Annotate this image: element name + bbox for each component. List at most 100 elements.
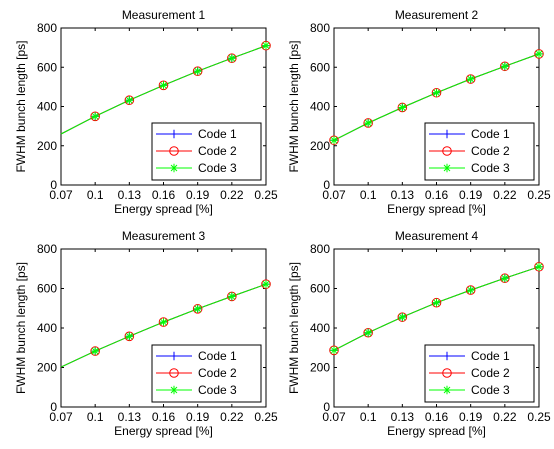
series-3-point [500, 274, 510, 283]
legend-label: Code 3 [198, 383, 237, 397]
legend: Code 1 Code 2 Code 3 [424, 122, 535, 181]
series-2-point [465, 74, 476, 84]
y-axis-label: FWHM bunch length [ps] [287, 40, 301, 172]
y-tick-label: 200 [37, 361, 57, 375]
series-2-point [534, 49, 544, 59]
chart-title: Measurement 2 [395, 8, 479, 22]
legend-marker [169, 368, 179, 378]
series-2-point [227, 53, 237, 64]
x-tick-label: 0.1 [360, 188, 377, 202]
x-tick-label: 0.07 [49, 188, 73, 202]
series-2-point [431, 297, 442, 308]
series-3-point [90, 112, 100, 121]
series-2-point [90, 111, 100, 122]
y-tick-label: 600 [37, 282, 57, 296]
legend-label: Code 1 [198, 127, 237, 141]
legend: Code 1 Code 2 Code 3 [424, 344, 535, 403]
legend-marker [169, 129, 179, 139]
series-3-point [329, 346, 339, 355]
x-tick-label: 0.19 [459, 188, 483, 202]
legend-marker [169, 146, 179, 156]
legend-marker [442, 351, 452, 361]
x-tick-label: 0.25 [527, 410, 551, 424]
legend-marker [442, 146, 452, 156]
legend-label: Code 2 [198, 366, 237, 380]
series-3-point [261, 41, 271, 50]
chart-panel-1: 0.07 0.1 0.13 0.16 0.19 0.22 0.25 0 200 400 600 800… [14, 8, 278, 216]
series-3-point [534, 49, 544, 59]
y-tick-label: 800 [310, 21, 330, 35]
legend-label: Code 3 [471, 161, 510, 175]
legend-label: Code 1 [198, 349, 237, 363]
series-3-point [227, 292, 237, 301]
legend-marker [442, 129, 452, 139]
series-3-point [398, 103, 407, 112]
series-3-point [534, 262, 544, 271]
series-2-point [397, 102, 408, 113]
legend-label: Code 1 [471, 349, 510, 363]
series-2-point [465, 285, 476, 295]
series-2-point [500, 61, 510, 72]
x-tick-label: 0.22 [220, 188, 244, 202]
series-3-point [159, 81, 168, 90]
series-3-point [125, 96, 134, 105]
y-tick-label: 600 [310, 282, 330, 296]
series-2-point [261, 40, 271, 51]
x-tick-label: 0.1 [360, 410, 377, 424]
legend-label: Code 2 [471, 144, 510, 158]
series-3-point [500, 62, 510, 71]
legend-marker [169, 163, 179, 173]
legend-marker [442, 368, 452, 378]
y-tick-label: 400 [310, 321, 330, 335]
series-3-point [193, 304, 202, 314]
x-tick-label: 0.22 [493, 188, 517, 202]
x-tick-label: 0.22 [493, 410, 517, 424]
series-3-point [363, 328, 373, 337]
series-2-point [397, 312, 408, 322]
y-tick-label: 0 [323, 400, 330, 414]
y-tick-label: 0 [50, 400, 57, 414]
x-axis-label: Energy spread [%] [114, 424, 213, 438]
x-tick-label: 0.25 [254, 410, 278, 424]
series-3-point [398, 312, 407, 322]
y-tick-label: 600 [37, 60, 57, 74]
x-tick-label: 0.13 [118, 410, 142, 424]
x-tick-label: 0.1 [87, 410, 104, 424]
y-tick-label: 400 [37, 100, 57, 114]
series-3-point [466, 285, 475, 295]
series-3-point [432, 298, 441, 307]
series-3-point [466, 74, 475, 84]
legend-marker [169, 385, 179, 395]
series-2-point [431, 87, 442, 98]
legend-label: Code 2 [471, 366, 510, 380]
x-tick-label: 0.13 [118, 188, 142, 202]
x-tick-label: 0.16 [152, 410, 176, 424]
chart-title: Measurement 4 [395, 229, 479, 243]
series-2-point [363, 327, 373, 338]
y-axis-label: FWHM bunch length [ps] [14, 40, 28, 172]
legend-label: Code 1 [471, 127, 510, 141]
y-tick-label: 400 [37, 321, 57, 335]
series-3-point [227, 54, 237, 63]
series-2-point [192, 66, 203, 76]
x-axis-label: Energy spread [%] [387, 202, 486, 216]
x-tick-label: 0.16 [425, 410, 449, 424]
series-3-point [193, 66, 202, 76]
series-3-point [125, 332, 134, 341]
legend-marker [442, 163, 452, 173]
legend-label: Code 3 [471, 383, 510, 397]
series-2-point [329, 345, 339, 356]
series-2-point [158, 80, 169, 91]
series-2-point [90, 346, 100, 356]
y-tick-label: 400 [310, 100, 330, 114]
x-tick-label: 0.13 [391, 188, 415, 202]
series-3-point [261, 279, 271, 289]
y-tick-label: 0 [50, 178, 57, 192]
x-tick-label: 0.25 [527, 188, 551, 202]
x-axis-label: Energy spread [%] [114, 202, 213, 216]
series-2-point [124, 95, 135, 106]
series-2-point [534, 261, 544, 272]
y-axis-label: FWHM bunch length [ps] [14, 262, 28, 394]
chart-title: Measurement 3 [122, 229, 206, 243]
